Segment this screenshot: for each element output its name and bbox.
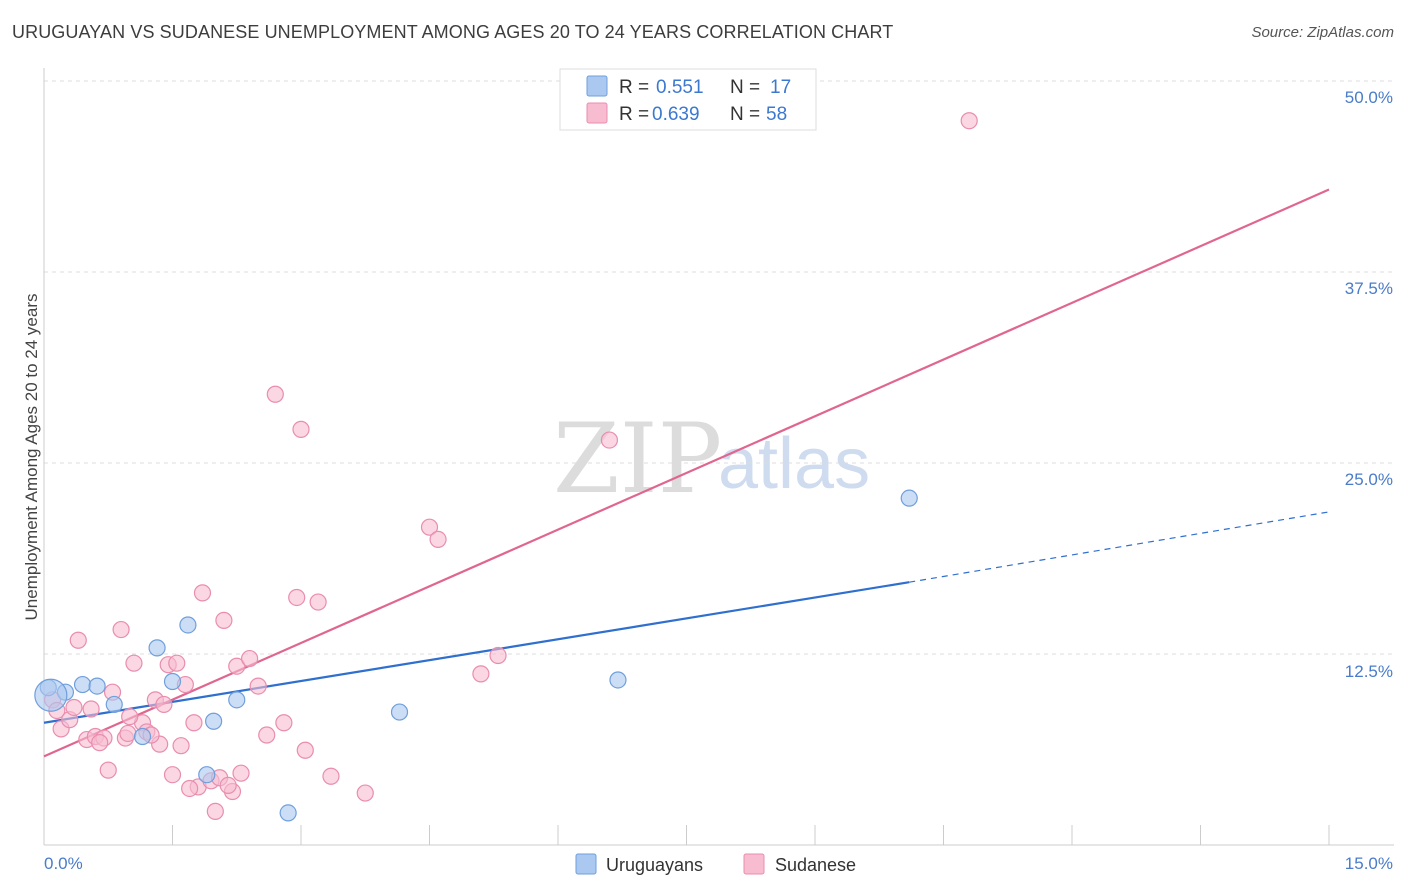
y-axis-label: Unemployment Among Ages 20 to 24 years bbox=[22, 294, 41, 621]
point-sudanese bbox=[206, 802, 224, 820]
bottom-legend-label-sudanese: Sudanese bbox=[775, 855, 856, 875]
point-sudanese bbox=[185, 714, 203, 732]
legend-n-label: N = bbox=[730, 104, 760, 125]
point-sudanese bbox=[228, 657, 246, 675]
point-sudanese bbox=[288, 588, 306, 607]
point-sudanese bbox=[420, 518, 439, 536]
point-sudanese bbox=[219, 776, 237, 795]
y-tick-label: 50.0% bbox=[1345, 88, 1393, 107]
point-sudanese bbox=[215, 611, 233, 629]
point-uruguayans bbox=[279, 804, 297, 822]
trendline-uruguayans-extension bbox=[909, 511, 1330, 583]
point-sudanese bbox=[155, 695, 173, 714]
point-sudanese bbox=[472, 665, 490, 683]
gridlines bbox=[44, 80, 1394, 655]
point-sudanese bbox=[125, 654, 143, 672]
point-sudanese bbox=[99, 761, 117, 779]
trendline-sudanese bbox=[43, 188, 1330, 758]
point-sudanese bbox=[275, 714, 293, 732]
point-sudanese bbox=[489, 646, 507, 665]
point-sudanese bbox=[65, 698, 83, 717]
point-sudanese bbox=[266, 385, 284, 403]
point-sudanese bbox=[121, 708, 139, 726]
point-sudanese bbox=[119, 724, 137, 743]
bottom-legend: Uruguayans Sudanese bbox=[575, 853, 856, 875]
chart-source: Source: ZipAtlas.com bbox=[1251, 24, 1394, 41]
point-uruguayans bbox=[148, 639, 166, 657]
point-uruguayans bbox=[609, 671, 627, 689]
point-uruguayans bbox=[179, 616, 197, 634]
y-tick-label: 37.5% bbox=[1345, 279, 1393, 298]
legend-r-value-uruguayans: 0.551 bbox=[656, 77, 704, 98]
point-sudanese bbox=[292, 420, 310, 438]
legend-r-label: R = bbox=[619, 77, 649, 98]
point-sudanese bbox=[91, 734, 109, 752]
point-sudanese bbox=[193, 584, 212, 602]
legend-n-value-sudanese: 58 bbox=[766, 104, 787, 125]
point-sudanese bbox=[168, 654, 186, 672]
point-uruguayans bbox=[73, 675, 92, 694]
trend-lines bbox=[43, 188, 1330, 758]
data-points bbox=[34, 112, 978, 822]
point-uruguayans bbox=[198, 766, 216, 784]
trendline-uruguayans bbox=[43, 581, 910, 724]
point-sudanese bbox=[181, 779, 199, 798]
point-uruguayans bbox=[34, 678, 68, 712]
point-uruguayans bbox=[390, 703, 409, 721]
point-sudanese bbox=[600, 431, 619, 449]
x-axis-ticks bbox=[43, 825, 1330, 845]
point-sudanese bbox=[356, 784, 374, 802]
point-sudanese bbox=[232, 764, 250, 782]
point-sudanese bbox=[172, 737, 190, 755]
legend-n-value-uruguayans: 17 bbox=[770, 77, 791, 98]
point-sudanese bbox=[309, 593, 327, 611]
watermark-atlas: atlas bbox=[718, 424, 870, 504]
bottom-legend-label-uruguayans: Uruguayans bbox=[606, 855, 703, 875]
legend-n-label: N = bbox=[730, 77, 760, 98]
point-uruguayans bbox=[228, 691, 246, 709]
point-sudanese bbox=[258, 726, 276, 744]
point-sudanese bbox=[82, 700, 100, 718]
y-tick-label: 25.0% bbox=[1345, 470, 1393, 489]
x-tick-label-max: 15.0% bbox=[1345, 854, 1393, 873]
point-uruguayans bbox=[900, 489, 918, 507]
y-axis-tick-labels: 12.5% 25.0% 37.5% 50.0% bbox=[1345, 88, 1393, 681]
y-tick-label: 12.5% bbox=[1345, 662, 1393, 681]
point-sudanese bbox=[163, 766, 182, 784]
point-sudanese bbox=[296, 741, 314, 759]
watermark-zip: ZIP bbox=[553, 403, 722, 515]
bottom-legend-swatch-uruguayans bbox=[575, 853, 597, 875]
point-uruguayans bbox=[205, 712, 223, 730]
point-sudanese bbox=[241, 649, 259, 668]
point-uruguayans bbox=[105, 695, 123, 714]
chart-title: URUGUAYAN VS SUDANESE UNEMPLOYMENT AMONG… bbox=[12, 22, 894, 42]
x-tick-label-min: 0.0% bbox=[44, 854, 83, 873]
legend-box: R = 0.551 N = 17 R = 0.639 N = 58 bbox=[559, 68, 817, 131]
point-sudanese bbox=[322, 767, 340, 785]
bottom-legend-swatch-sudanese bbox=[743, 853, 765, 875]
legend-r-label: R = bbox=[619, 104, 649, 125]
legend-r-value-sudanese: 0.639 bbox=[652, 104, 700, 125]
point-uruguayans bbox=[133, 727, 152, 746]
point-sudanese bbox=[249, 677, 267, 695]
point-sudanese bbox=[69, 631, 87, 649]
point-sudanese bbox=[112, 620, 130, 639]
point-sudanese bbox=[429, 530, 447, 549]
point-uruguayans bbox=[88, 677, 106, 695]
point-sudanese bbox=[960, 112, 978, 130]
legend-swatch-sudanese bbox=[586, 102, 608, 124]
legend-swatch-uruguayans bbox=[586, 75, 608, 97]
point-uruguayans bbox=[163, 672, 182, 691]
